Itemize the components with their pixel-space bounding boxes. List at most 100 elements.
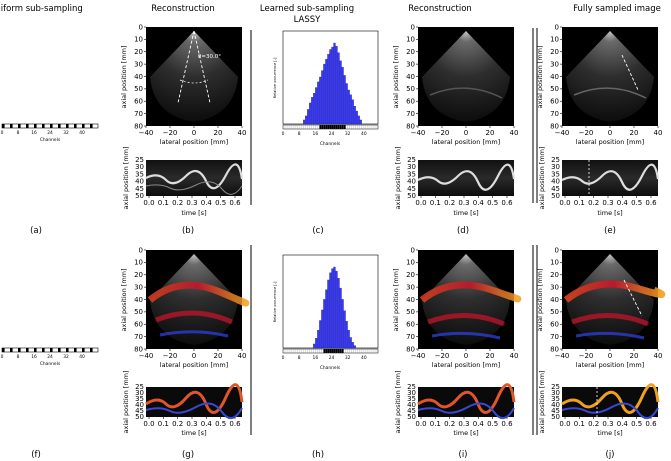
y-tick-label: 50 [550, 85, 559, 93]
histogram-bar [339, 60, 342, 125]
axial-label-i-mmode: axial position [mm] [394, 370, 402, 433]
mmode-y-tick-label: 40 [551, 401, 560, 409]
active-channel [58, 124, 61, 128]
y-tick-label: 80 [406, 122, 415, 130]
time-tick-label: 0.1 [158, 420, 169, 428]
lateral-label-d: lateral position [mm] [432, 138, 500, 146]
histogram-bar [325, 59, 328, 125]
channel-tick-label: 24 [329, 131, 335, 137]
time-tick-label: 0.3 [186, 420, 197, 428]
time-label-j: time [s] [597, 429, 622, 437]
time-tick-label: 0.2 [444, 420, 455, 428]
x-tick-label: 20 [630, 129, 639, 137]
y-tick-label: 70 [406, 110, 415, 118]
y-tick-label: 50 [406, 85, 415, 93]
axial-label-e-mmode: axial position [mm] [538, 146, 546, 209]
active-channel [66, 124, 69, 128]
time-tick-label: 0.1 [574, 199, 585, 207]
histogram-bar [329, 272, 332, 349]
mmode-y-tick-label: 35 [135, 170, 144, 178]
active-channel [42, 348, 45, 352]
mmode-y-tick-label: 50 [551, 413, 560, 421]
time-label-g: time [s] [181, 429, 206, 437]
time-tick-label: 0.6 [645, 199, 657, 207]
panel-e-bmode: 0 10 20 30 40 50 60 70 80 −40 −20 0 20 40 axial posi… [536, 23, 662, 146]
x-tick-label: 20 [486, 129, 495, 137]
y-tick-label: 0 [411, 246, 415, 254]
channel-tick-label: 40 [79, 130, 85, 136]
x-tick-label: 40 [654, 352, 663, 360]
channel-tick-label: 40 [361, 131, 367, 137]
selected-channel [339, 125, 342, 129]
channel-tick-label: 40 [79, 354, 85, 360]
channel-tick-label: 0 [1, 354, 4, 360]
y-tick-label: 50 [134, 85, 143, 93]
active-channel [18, 124, 21, 128]
selected-channel [343, 125, 346, 129]
histogram-bar [327, 279, 330, 349]
histogram-bar [319, 320, 322, 349]
y-tick-label: 30 [550, 283, 559, 291]
x-tick-label: −40 [411, 129, 426, 137]
time-tick-label: 0.0 [415, 199, 426, 207]
y-tick-label: 10 [134, 259, 143, 267]
histogram-bar [335, 270, 338, 349]
histogram-bar [325, 289, 328, 349]
time-tick-label: 0.2 [444, 199, 455, 207]
x-tick-label: 0 [608, 129, 612, 137]
mmode-y-tick-label: 25 [407, 383, 416, 391]
y-tick-label: 40 [550, 73, 559, 81]
mmode-wall-trace [145, 163, 244, 190]
channel-tick-label: 8 [17, 130, 20, 136]
mmode-y-tick-label: 50 [135, 413, 144, 421]
y-tick-label: 10 [406, 259, 415, 267]
time-tick-label: 0.3 [602, 199, 613, 207]
histogram-bar [321, 70, 324, 125]
histogram-bar [313, 93, 316, 125]
histogram-bar [315, 338, 318, 349]
time-tick-label: 0.4 [617, 420, 629, 428]
y-tick-label: 80 [550, 122, 559, 130]
mmode-y-tick-label: 45 [551, 185, 560, 193]
histogram-bar [319, 76, 322, 125]
selected-channel [335, 349, 338, 353]
time-tick-label: 0.5 [631, 420, 642, 428]
y-tick-label: 0 [139, 246, 143, 254]
histogram-bar [339, 287, 342, 349]
mmode-y-tick-label: 40 [551, 178, 560, 186]
histogram-bar [351, 99, 354, 125]
axial-label-d-mmode: axial position [mm] [394, 146, 402, 209]
time-tick-label: 0.0 [559, 420, 570, 428]
channel-tick-label: 8 [298, 131, 301, 137]
header-learned-subsampling: Learned sub-sampling [260, 4, 354, 14]
active-channel [74, 348, 77, 352]
y-tick-label: 10 [550, 36, 559, 44]
histogram-bar [337, 52, 340, 125]
active-channel [90, 348, 93, 352]
header-fully-sampled: Fully sampled image [573, 4, 661, 14]
time-label-d: time [s] [453, 209, 478, 217]
histogram-bars-c [303, 42, 362, 125]
selected-channel [325, 125, 328, 129]
histogram-bar [335, 46, 338, 125]
y-tick-label: 30 [550, 60, 559, 68]
x-tick-label: −20 [579, 129, 594, 137]
y-tick-label: 80 [550, 345, 559, 353]
selected-channel [329, 125, 332, 129]
active-channel [26, 124, 29, 128]
active-channel [66, 348, 69, 352]
histogram-bar [315, 87, 318, 125]
y-tick-label: 80 [406, 345, 415, 353]
x-tick-label: −20 [163, 129, 178, 137]
histogram-bar [345, 83, 348, 125]
time-tick-label: 0.4 [201, 420, 213, 428]
time-tick-label: 0.0 [415, 420, 426, 428]
y-tick-label: 50 [134, 308, 143, 316]
channel-tick-label: 24 [47, 354, 53, 360]
learned-channel-pattern-c [282, 125, 379, 129]
y-tick-label: 50 [550, 308, 559, 316]
y-tick-label: 10 [134, 36, 143, 44]
mmode-y-tick-label: 35 [407, 170, 416, 178]
mmode-y-tick-label: 30 [551, 389, 560, 397]
